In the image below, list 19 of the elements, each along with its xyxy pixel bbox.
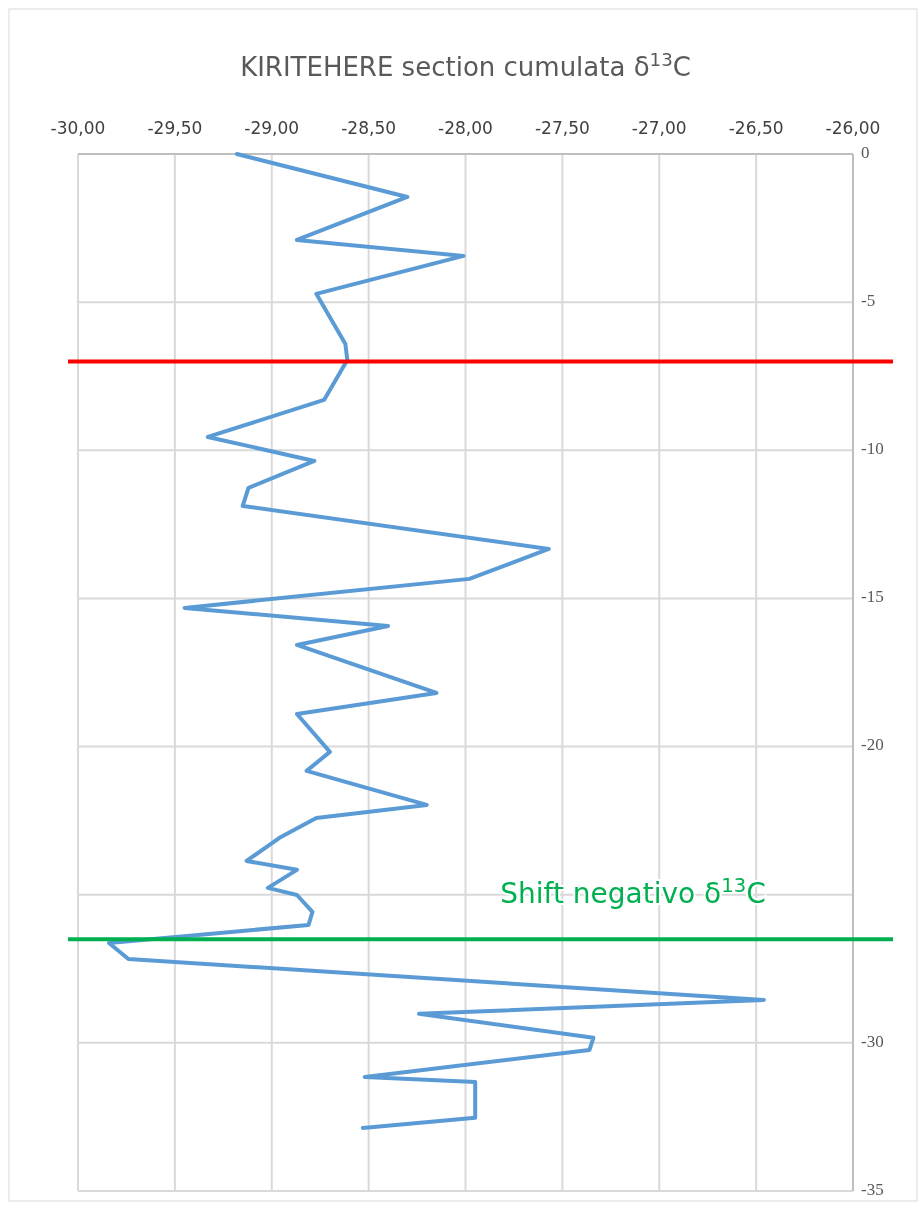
x-tick-label: -30,00: [50, 118, 106, 138]
y-tick-label: -5: [861, 291, 876, 311]
y-tick-label: -35: [861, 1179, 884, 1199]
y-tick-label: -10: [861, 439, 884, 459]
y-tick-label: 0: [861, 142, 870, 162]
y-tick-label: -30: [861, 1031, 884, 1051]
x-tick-label: -27,50: [534, 118, 590, 138]
x-tick-label: -26,00: [825, 118, 881, 138]
x-tick-label: -28,50: [341, 118, 397, 138]
x-tick-label: -28,00: [438, 118, 493, 138]
x-tick-label: -29,00: [244, 118, 300, 138]
line-series: [107, 152, 766, 1130]
ref-line-label: Shift negativo δ$^{13}$C: [500, 873, 766, 911]
y-tick-label: -20: [861, 735, 884, 755]
x-tick-label: -29,50: [147, 118, 203, 138]
y-tick-label: -15: [861, 587, 884, 607]
x-tick-label: -27,00: [631, 118, 687, 138]
x-tick-label: -26,50: [728, 118, 784, 138]
chart-title: KIRITEHERE section cumulata δ$^{13}$C: [240, 48, 691, 82]
